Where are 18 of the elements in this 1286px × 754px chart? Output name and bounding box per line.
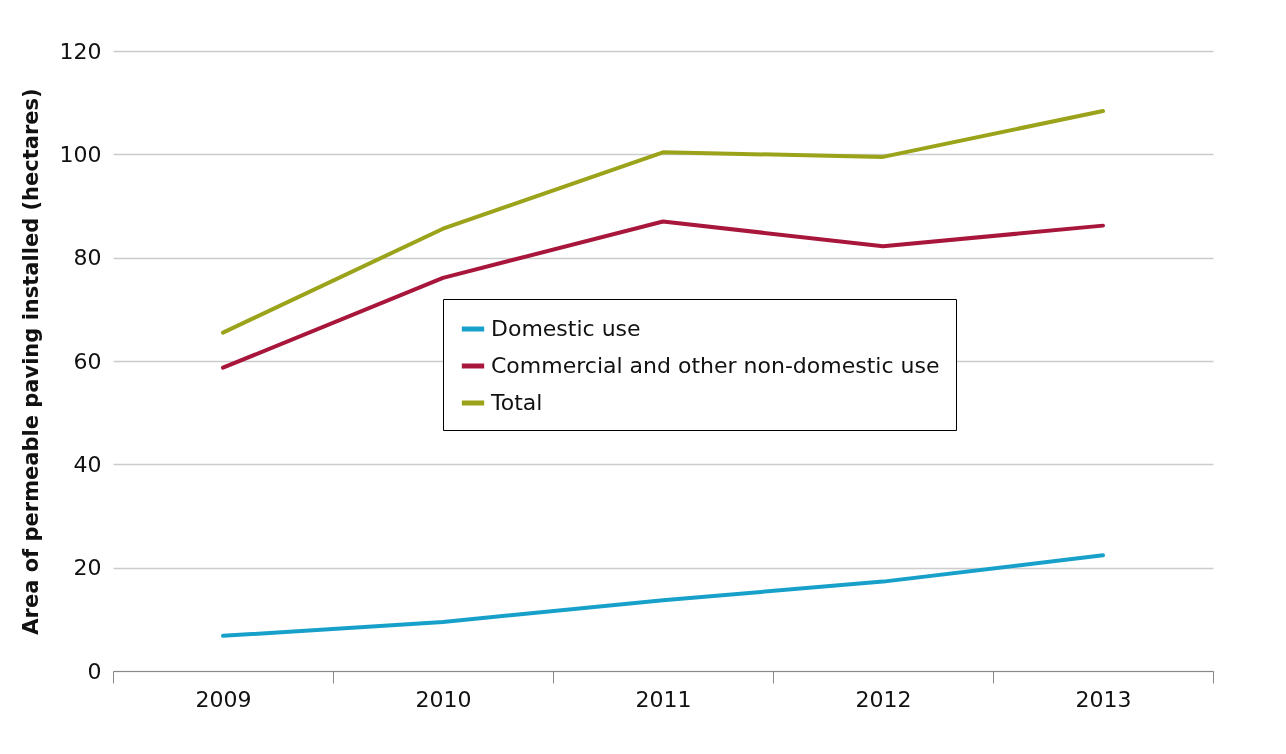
x-tick-label: 2011 [635,686,692,712]
y-tick-label: 80 [73,245,102,271]
legend-label: Domestic use [491,316,641,341]
legend-label: Commercial and other non-domestic use [491,353,940,378]
y-tick-label: 120 [59,38,102,64]
x-tick-label: 2010 [415,686,472,712]
y-axis-title: Area of permeable paving installed (hectares) [18,88,43,635]
line-series [221,553,1105,638]
y-tick-label: 100 [59,141,102,167]
y-tick-label: 40 [73,451,102,477]
y-tick-label: 20 [73,555,102,581]
legend-label: Total [490,390,543,415]
x-tick-label: 2013 [1075,686,1132,712]
x-tick-label: 2009 [195,686,252,712]
y-tick-label: 0 [87,658,102,684]
x-tick-label: 2012 [855,686,912,712]
line-series [221,108,1105,335]
y-tick-label: 60 [73,348,102,374]
